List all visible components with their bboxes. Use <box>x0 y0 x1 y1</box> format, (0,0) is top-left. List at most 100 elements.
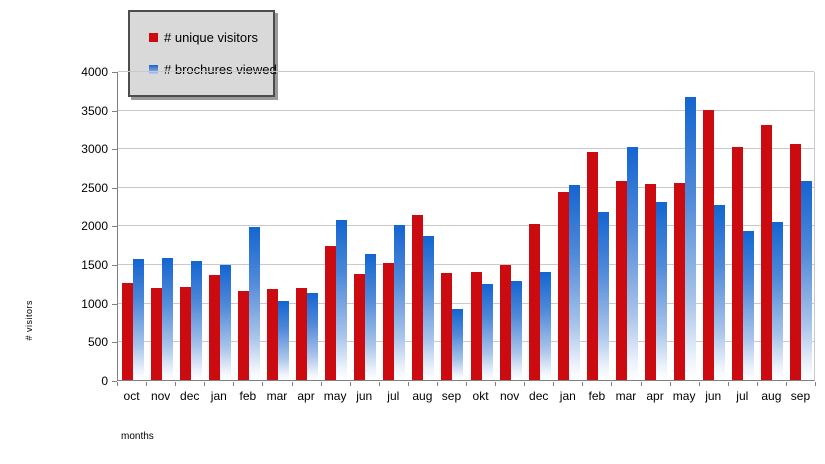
gridline-1500 <box>118 264 814 265</box>
unique-visitors-swatch-icon <box>149 32 158 42</box>
bar-group-16-feb <box>583 72 612 380</box>
x-tick-label-8-jun: jun <box>356 389 373 403</box>
bar-group-0-oct <box>118 72 147 380</box>
bar-brochures-viewed-10-aug <box>423 236 435 380</box>
bar-brochures-viewed-20-jun <box>714 205 726 380</box>
gridline-500 <box>118 341 814 342</box>
y-tick-2500 <box>112 188 117 189</box>
x-tick-0 <box>117 382 118 386</box>
y-tick-label-2000: 2000 <box>81 219 108 233</box>
y-tick-0 <box>112 381 117 382</box>
x-tick-label-2-dec: dec <box>180 389 200 403</box>
y-tick-1000 <box>112 304 117 305</box>
x-tick-23 <box>786 382 787 386</box>
bar-group-4-feb <box>234 72 263 380</box>
bar-brochures-viewed-21-jul <box>743 231 755 380</box>
y-tick-label-500: 500 <box>87 335 108 349</box>
bar-unique-visitors-18-apr <box>645 184 657 380</box>
bar-brochures-viewed-5-mar <box>277 301 289 380</box>
bar-brochures-viewed-16-feb <box>597 212 609 380</box>
bar-brochures-viewed-2-dec <box>190 261 202 380</box>
y-tick-label-0: 0 <box>101 374 108 388</box>
x-tick-label-15-jan: jan <box>559 389 576 403</box>
gridline-3500 <box>118 110 814 111</box>
bar-brochures-viewed-18-apr <box>656 202 668 380</box>
bar-group-7-may <box>322 72 351 380</box>
bar-unique-visitors-9-jul <box>383 263 395 380</box>
bar-brochures-viewed-14-dec <box>539 272 551 380</box>
x-tick-2 <box>175 382 176 386</box>
bar-unique-visitors-15-jan <box>557 192 569 380</box>
x-tick-label-4-feb: feb <box>239 389 257 403</box>
bar-unique-visitors-7-may <box>325 246 337 380</box>
y-axis-title: # visitors <box>24 300 34 341</box>
bar-unique-visitors-2-dec <box>179 287 191 380</box>
bar-unique-visitors-1-nov <box>150 288 162 380</box>
x-tick-label-3-jan: jan <box>210 389 227 403</box>
bar-unique-visitors-14-dec <box>528 224 540 380</box>
x-tick-label-10-aug: aug <box>412 389 433 403</box>
bar-brochures-viewed-23-sep <box>801 181 813 380</box>
gridline-2500 <box>118 187 814 188</box>
y-tick-label-1500: 1500 <box>81 258 108 272</box>
x-tick-12 <box>466 382 467 386</box>
bar-unique-visitors-0-oct <box>121 283 133 380</box>
bar-group-23-sep <box>787 72 816 380</box>
bar-group-6-apr <box>293 72 322 380</box>
bar-group-8-jun <box>351 72 380 380</box>
bar-group-17-mar <box>612 72 641 380</box>
x-tick-15 <box>553 382 554 386</box>
x-tick-14 <box>524 382 525 386</box>
x-tick-label-20-jun: jun <box>705 389 722 403</box>
x-tick-label-13-nov: nov <box>499 389 520 403</box>
x-tick-17 <box>611 382 612 386</box>
bar-group-15-jan <box>554 72 583 380</box>
legend: # unique visitors # brochures viewed <box>128 10 277 97</box>
x-tick-11 <box>437 382 438 386</box>
y-tick-500 <box>112 342 117 343</box>
bar-group-13-nov <box>496 72 525 380</box>
x-tick-5 <box>262 382 263 386</box>
bar-unique-visitors-17-mar <box>615 181 627 380</box>
bar-unique-visitors-13-nov <box>499 265 511 380</box>
y-tick-label-3500: 3500 <box>81 104 108 118</box>
bar-group-2-dec <box>176 72 205 380</box>
x-tick-label-21-jul: jul <box>736 389 749 403</box>
bar-unique-visitors-6-apr <box>296 288 308 380</box>
x-tick-19 <box>670 382 671 386</box>
x-tick-label-19-may: may <box>672 389 696 403</box>
x-tick-4 <box>233 382 234 386</box>
gridline-1000 <box>118 303 814 304</box>
legend-label-brochures-viewed: # brochures viewed <box>164 62 277 78</box>
bar-brochures-viewed-4-feb <box>248 227 260 380</box>
bar-brochures-viewed-11-sep <box>452 309 464 380</box>
y-tick-4000 <box>112 72 117 73</box>
x-tick-18 <box>641 382 642 386</box>
x-tick-24 <box>815 382 816 386</box>
bar-group-12-okt <box>467 72 496 380</box>
bar-unique-visitors-4-feb <box>237 291 249 380</box>
y-tick-label-1000: 1000 <box>81 297 108 311</box>
bar-group-11-sep <box>438 72 467 380</box>
bar-brochures-viewed-0-oct <box>132 259 144 380</box>
bar-unique-visitors-19-may <box>674 183 686 380</box>
x-tick-22 <box>757 382 758 386</box>
bar-group-20-jun <box>700 72 729 380</box>
x-tick-3 <box>204 382 205 386</box>
bar-group-3-jan <box>205 72 234 380</box>
x-tick-label-12-okt: okt <box>472 389 489 403</box>
bar-unique-visitors-16-feb <box>586 152 598 380</box>
bar-group-14-dec <box>525 72 554 380</box>
x-tick-1 <box>146 382 147 386</box>
y-tick-3500 <box>112 111 117 112</box>
bar-brochures-viewed-19-may <box>685 97 697 380</box>
bar-brochures-viewed-15-jan <box>568 185 580 380</box>
plot-area <box>117 71 816 381</box>
x-tick-13 <box>495 382 496 386</box>
bar-group-5-mar <box>263 72 292 380</box>
y-tick-1500 <box>112 265 117 266</box>
bar-brochures-viewed-7-may <box>336 220 348 380</box>
bar-group-10-aug <box>409 72 438 380</box>
bar-unique-visitors-22-aug <box>761 125 773 380</box>
